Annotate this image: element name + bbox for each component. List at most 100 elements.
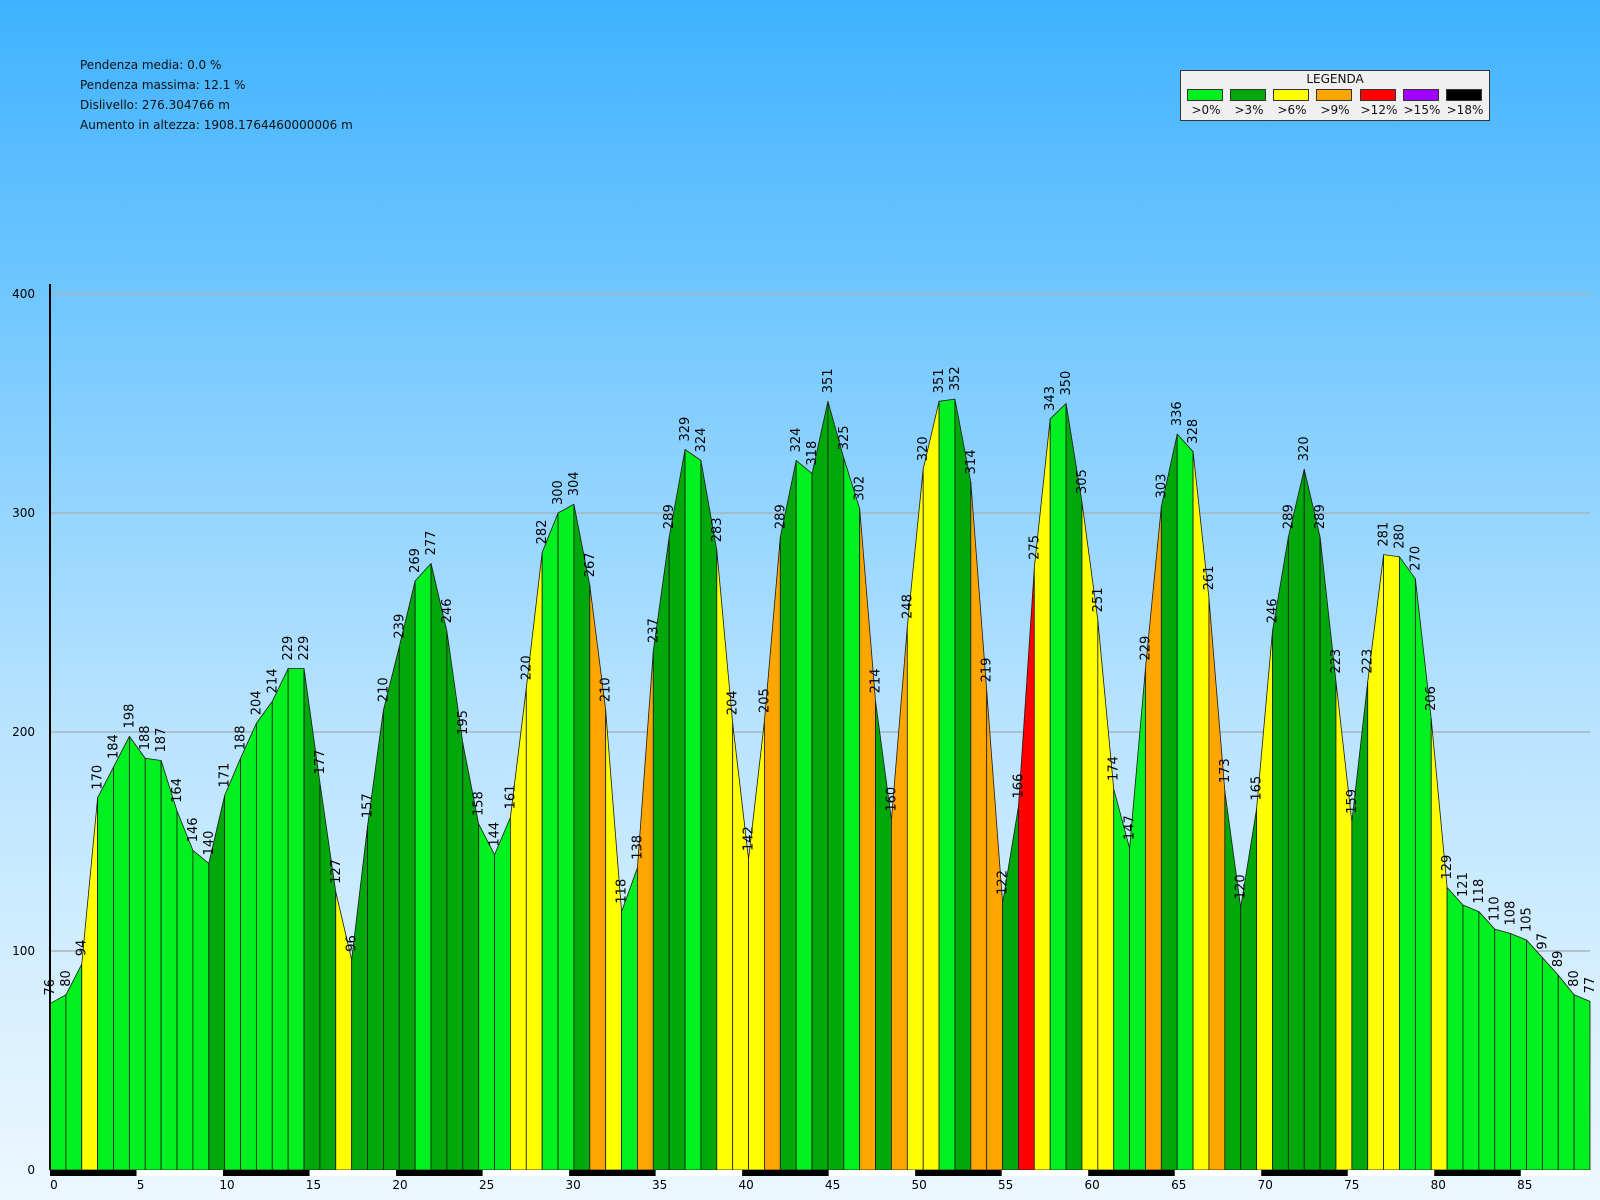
elevation-label: 324 [789, 428, 804, 453]
profile-slice [1224, 790, 1242, 1171]
x-tick-label: 50 [912, 1178, 927, 1192]
elevation-label: 282 [535, 520, 550, 545]
elevation-label: 281 [1377, 522, 1392, 547]
elevation-label: 214 [869, 669, 884, 694]
elevation-label: 147 [1123, 815, 1138, 840]
elevation-label: 108 [1504, 901, 1519, 926]
elevation-label: 94 [75, 940, 90, 957]
elevation-label: 76 [43, 979, 58, 996]
elevation-label: 97 [1535, 933, 1550, 950]
elevation-label: 220 [519, 655, 534, 680]
y-tick-label: 400 [12, 287, 35, 301]
x-tick-label: 60 [1085, 1178, 1100, 1192]
elevation-label: 210 [599, 677, 614, 702]
profile-slice [589, 584, 607, 1171]
elevation-label: 204 [249, 690, 264, 715]
elevation-label: 122 [996, 870, 1011, 895]
profile-slice [986, 689, 1003, 1171]
elevation-label: 142 [742, 826, 757, 851]
profile-slice [49, 994, 67, 1171]
profile-slice [1446, 887, 1464, 1171]
profile-slice [1272, 536, 1289, 1171]
profile-slice [541, 512, 559, 1171]
x-tick-label: 45 [825, 1178, 840, 1192]
elevation-label: 96 [345, 935, 360, 952]
legend-item-0: >0% [1185, 89, 1225, 119]
legend-swatch [1360, 89, 1396, 101]
elevation-label: 289 [1281, 504, 1296, 529]
elevation-label: 289 [662, 504, 677, 529]
elevation-label: 146 [186, 817, 201, 842]
profile-slice [621, 867, 638, 1171]
x-tick-label: 40 [738, 1178, 753, 1192]
profile-slice [637, 650, 654, 1171]
profile-slice [1351, 681, 1369, 1171]
legend-item-2: >6% [1271, 89, 1311, 119]
elevation-label: 328 [1186, 419, 1201, 444]
profile-slice [716, 549, 734, 1171]
elevation-label: 350 [1059, 371, 1074, 396]
profile-slice [1557, 974, 1575, 1171]
profile-slice [160, 760, 178, 1171]
max-slope-text: Pendenza massima: 12.1 % [80, 78, 246, 92]
elevation-label: 188 [138, 725, 153, 750]
profile-slice [224, 757, 241, 1171]
elevation-label: 177 [313, 750, 328, 775]
elevation-label: 118 [615, 879, 630, 904]
elevation-label: 229 [281, 636, 296, 661]
elevation-label: 300 [551, 480, 566, 505]
profile-slice [1367, 554, 1385, 1171]
elevation-label: 214 [265, 669, 280, 694]
profile-slice [271, 668, 289, 1171]
elevation-label: 159 [1345, 789, 1360, 814]
profile-slice [430, 562, 448, 1171]
elevation-label: 187 [154, 728, 169, 753]
profile-slice [494, 817, 511, 1171]
elevation-gain-text: Aumento in altezza: 1908.1764460000006 m [80, 118, 353, 132]
elevation-label: 351 [821, 368, 836, 393]
legend-swatch [1403, 89, 1439, 101]
elevation-label: 188 [234, 725, 249, 750]
profile-slice [1113, 788, 1130, 1171]
elevation-label: 251 [1091, 587, 1106, 612]
profile-slice [1494, 928, 1512, 1171]
profile-slice [922, 400, 940, 1171]
profile-slice [573, 503, 591, 1171]
elevation-label: 89 [1551, 951, 1566, 968]
profile-slice [303, 668, 321, 1171]
elevation-label: 352 [948, 366, 963, 391]
elevation-label: 174 [1107, 756, 1122, 781]
elevation-label: 325 [837, 425, 852, 450]
profile-slice [367, 709, 384, 1171]
profile-slice [764, 536, 781, 1171]
profile-slice [1541, 957, 1559, 1171]
elevation-label: 161 [503, 785, 518, 810]
elevation-label: 261 [1202, 566, 1217, 591]
legend-swatch [1187, 89, 1223, 101]
profile-slice [525, 552, 543, 1171]
profile-slice [1002, 806, 1019, 1171]
elevation-label: 223 [1329, 649, 1344, 674]
y-tick-label: 0 [27, 1163, 35, 1177]
profile-slice [906, 468, 924, 1171]
y-tick-label: 200 [12, 725, 35, 739]
legend-label: >9% [1320, 103, 1350, 117]
elevation-label: 127 [329, 859, 344, 884]
profile-slice [113, 735, 130, 1171]
profile-slice [287, 668, 305, 1171]
elevation-label: 305 [1075, 469, 1090, 494]
elevation-label: 206 [1424, 686, 1439, 711]
x-tick-label: 20 [392, 1178, 407, 1192]
elevation-label: 304 [567, 471, 582, 496]
elevation-label: 205 [757, 688, 772, 713]
elevation-label: 318 [805, 441, 820, 466]
x-axis-segment [223, 1170, 310, 1176]
elevation-label: 303 [1154, 474, 1169, 499]
profile-slice [1414, 578, 1432, 1171]
profile-slice [414, 562, 432, 1171]
x-tick-label: 55 [998, 1178, 1013, 1192]
legend-swatch [1273, 89, 1309, 101]
y-tick-label: 100 [12, 944, 35, 958]
profile-slice [1129, 668, 1146, 1171]
profile-slice [1287, 468, 1305, 1171]
